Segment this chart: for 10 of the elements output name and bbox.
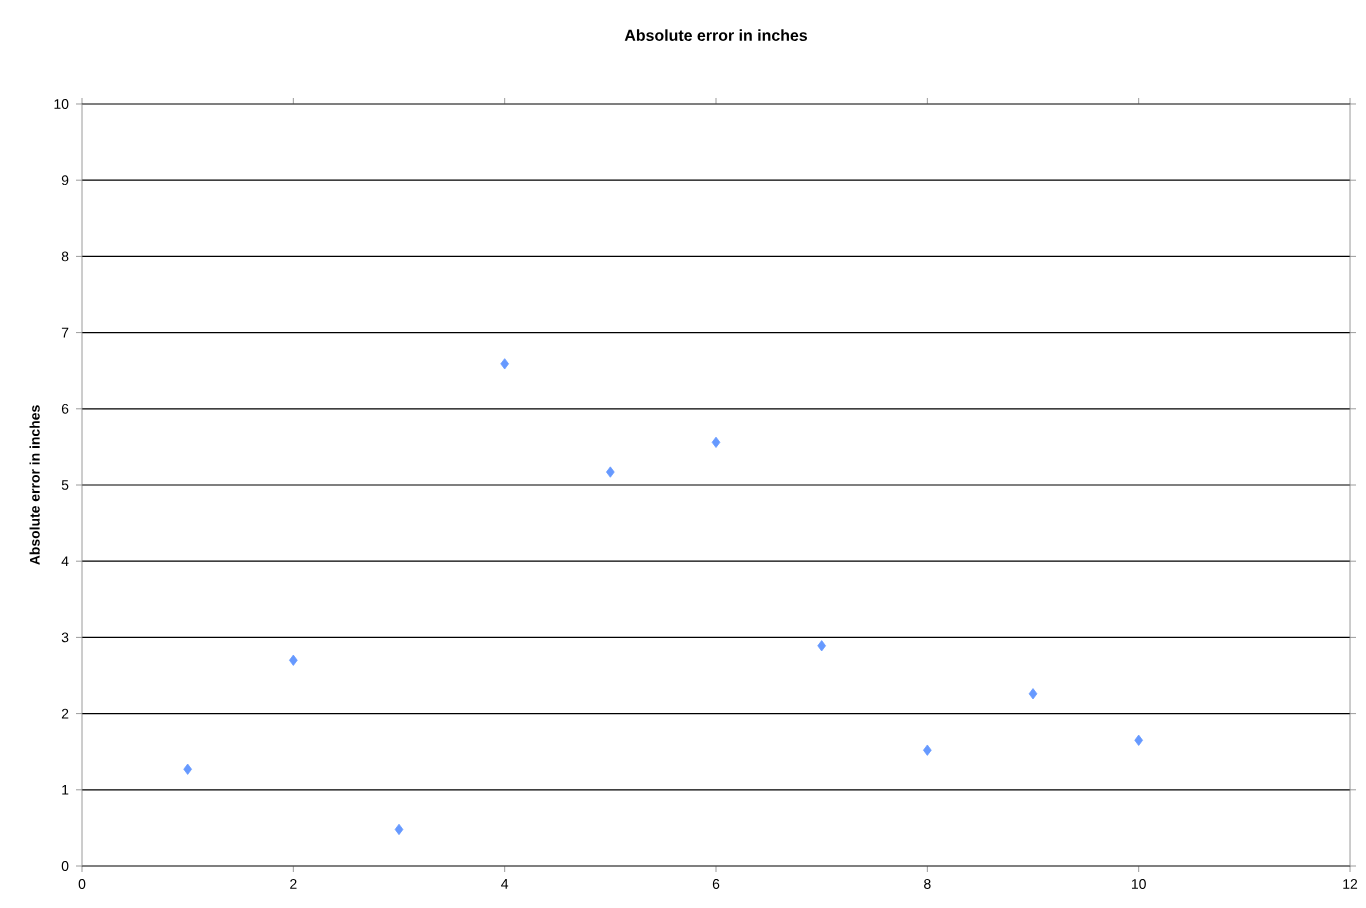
point [289, 654, 298, 666]
point [711, 436, 721, 448]
point [923, 744, 932, 756]
point [183, 763, 192, 775]
point [606, 466, 615, 478]
point [500, 358, 509, 370]
point [817, 640, 826, 652]
point [394, 823, 404, 836]
point [1028, 688, 1038, 700]
point [1134, 734, 1143, 746]
